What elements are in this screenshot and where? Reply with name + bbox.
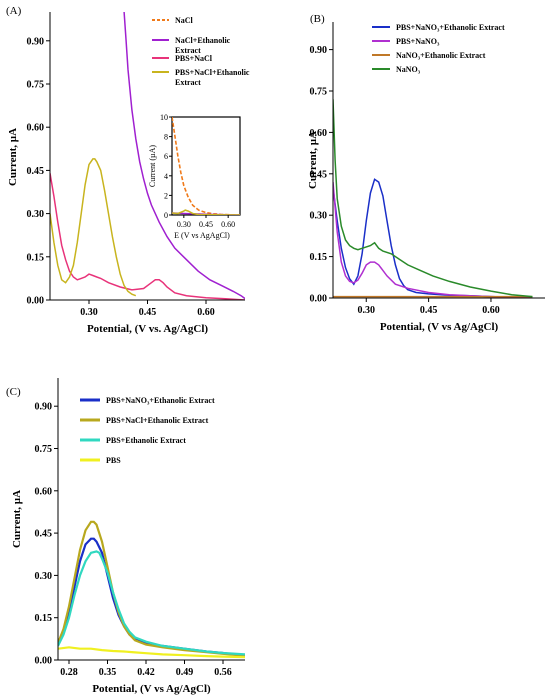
legend-label-2: PBS+Ethanolic Extract [106, 436, 186, 445]
legend-label-1: NaCl+Ethanolic Extract [175, 36, 231, 55]
y-tick-label: 0.15 [310, 252, 328, 263]
inset-y-tick-label: 4 [164, 172, 168, 181]
x-tick-label: 0.30 [80, 307, 98, 318]
series-line-3 [333, 99, 533, 298]
inset-y-tick-label: 10 [160, 113, 168, 122]
legend-label-line: NaCl+Ethanolic [175, 36, 231, 45]
x-axis-label: Potential, (V vs. Ag/AgCl) [87, 323, 208, 335]
y-tick-label: 0.75 [35, 444, 53, 455]
y-tick-label: 0.00 [310, 294, 328, 305]
legend-label-1: PBS+NaNO₃ [396, 37, 440, 46]
x-tick-label: 0.45 [420, 305, 438, 316]
legend-label-line: Extract [175, 46, 201, 55]
inset-y-tick-label: 6 [164, 152, 168, 161]
y-tick-label: 0.60 [310, 128, 328, 139]
y-tick-label: 0.30 [35, 571, 53, 582]
legend-label-0: NaCl [175, 16, 194, 25]
x-tick-label: 0.35 [99, 667, 117, 678]
y-tick-label: 0.00 [35, 656, 53, 667]
legend-label-3: PBS [106, 456, 121, 465]
chart-panel-b: (B) 0.00 0.15 0.30 0.45 0.60 0.75 0.90 0.30 0.45 0… [307, 13, 545, 333]
chart-panel-c: (C) 0.00 0.15 0.30 0.45 0.60 0.75 0.90 0.28 0.35 0… [6, 378, 245, 695]
y-tick-label: 0.75 [310, 87, 328, 98]
inset-x-axis-label: E (V vs AgAgCl) [174, 231, 230, 240]
y-tick-label: 0.75 [27, 80, 45, 91]
y-axis-label: Current, µA [11, 490, 23, 548]
inset-frame [171, 116, 241, 216]
y-tick-label: 0.45 [27, 166, 45, 177]
y-tick-label: 0.15 [35, 613, 53, 624]
inset-x-tick-label: 0.60 [221, 220, 235, 229]
inset-x-tick-label: 0.30 [177, 220, 191, 229]
series-line-2 [50, 173, 245, 300]
series-line-3 [50, 158, 137, 297]
inset-series-line-2 [172, 209, 240, 215]
inset-y-tick-label: 8 [164, 133, 168, 142]
x-tick-label: 0.49 [176, 667, 194, 678]
x-tick-label: 0.42 [137, 667, 155, 678]
y-tick-label: 0.30 [310, 211, 328, 222]
legend-label-line: Extract [175, 78, 201, 87]
inset-x-tick-label: 0.45 [199, 220, 213, 229]
series-line-2 [58, 550, 245, 656]
series-line-1 [123, 12, 245, 300]
legend-label-0: PBS+NaNO₃+Ethanolic Extract [106, 396, 215, 405]
x-axis-label: Potential, (V vs Ag/AgCl) [92, 683, 211, 695]
series-line-1 [58, 520, 245, 657]
inset-y-tick-label: 2 [164, 191, 168, 200]
y-tick-label: 0.45 [35, 529, 53, 540]
y-tick-label: 0.15 [27, 252, 45, 263]
y-tick-label: 0.60 [35, 486, 53, 497]
series-line-3 [58, 646, 245, 659]
series-line-0 [333, 178, 533, 298]
x-tick-label: 0.45 [139, 307, 157, 318]
panel-label: (A) [6, 5, 22, 17]
legend-label-0: PBS+NaNO₃+Ethanolic Extract [396, 23, 505, 32]
legend-label-2: NaNO₃+Ethanolic Extract [396, 51, 486, 60]
y-tick-label: 0.90 [27, 36, 45, 47]
y-tick-label: 0.90 [310, 45, 328, 56]
legend-label-1: PBS+NaCl+Ethanolic Extract [106, 416, 209, 425]
legend-label-line: PBS+NaCl+Ethanolic [175, 68, 250, 77]
y-tick-label: 0.60 [27, 123, 45, 134]
y-axis-label: Current, µA [7, 128, 19, 186]
y-tick-label: 0.90 [35, 402, 53, 413]
x-axis-label: Potential, (V vs Ag/AgCl) [380, 321, 499, 333]
y-axis-label: Current, µA [307, 131, 319, 189]
series-line-1 [333, 182, 533, 298]
x-tick-label: 0.60 [482, 305, 500, 316]
y-tick-label: 0.00 [27, 296, 45, 307]
legend-label-2: PBS+NaCl [175, 54, 213, 63]
y-tick-label: 0.30 [27, 209, 45, 220]
legend-label-3: PBS+NaCl+Ethanolic Extract [175, 68, 250, 87]
panel-label: (C) [6, 386, 21, 398]
legend-label-3: NaNO₃ [396, 65, 421, 74]
chart-panel-a: (A)0.000.150.300.450.600.750.900.30 0.45 0… [6, 5, 250, 335]
inset-plot: 0 2 4 6 8 10 0.30 0.45 0.60 E (V vs AgAgCl) Curren… [148, 113, 241, 240]
x-tick-label: 0.28 [60, 667, 78, 678]
inset-y-tick-label: 0 [164, 211, 168, 220]
x-tick-label: 0.30 [358, 305, 376, 316]
y-tick-label: 0.45 [310, 169, 328, 180]
x-tick-label: 0.60 [197, 307, 215, 318]
inset-y-axis-label: Current (µA) [148, 145, 157, 187]
panel-label: (B) [310, 13, 325, 25]
x-tick-label: 0.56 [214, 667, 232, 678]
series-line-0 [58, 537, 245, 657]
